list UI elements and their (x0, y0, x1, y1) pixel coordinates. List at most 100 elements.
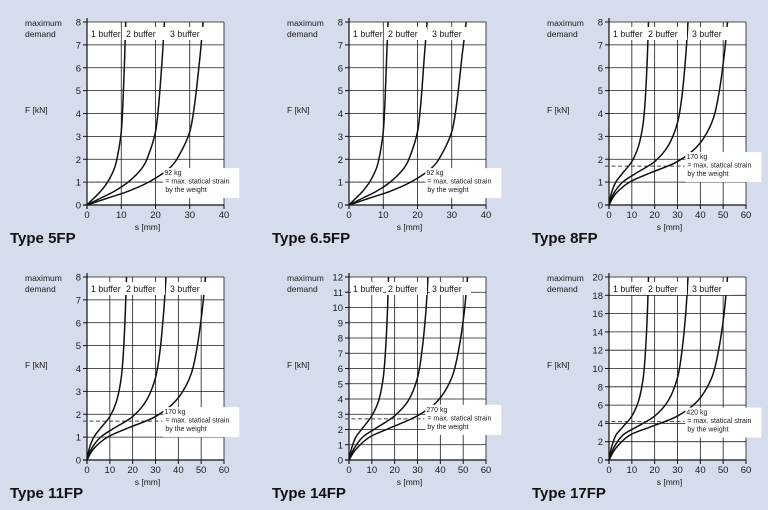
y-tick-label: 20 (592, 273, 603, 284)
x-axis-label: s [mm] (135, 222, 161, 232)
series-label-bg (611, 282, 643, 295)
x-tick-label: 30 (412, 465, 423, 476)
y-tick-label: 18 (592, 291, 603, 302)
annotation-bg (163, 168, 240, 199)
y-tick-label: 7 (76, 295, 81, 306)
y-tick-label: 5 (76, 86, 81, 97)
x-tick-label: 30 (672, 210, 683, 221)
x-tick-label: 20 (389, 465, 400, 476)
y-tick-label: 8 (598, 382, 603, 393)
series-label-bg (690, 27, 731, 40)
y-tick-label: 7 (76, 40, 81, 51)
x-tick-label: 60 (481, 465, 492, 476)
x-tick-label: 0 (606, 465, 611, 476)
x-tick-label: 0 (84, 465, 89, 476)
buffer-curve (608, 21, 689, 206)
y-tick-label: 1 (76, 433, 81, 444)
chart-title: Type 6.5FP (272, 230, 351, 247)
x-tick-label: 40 (695, 465, 706, 476)
y-tick-label: 3 (76, 132, 81, 143)
y-tick-label: 2 (598, 437, 603, 448)
x-tick-label: 50 (718, 465, 729, 476)
y-tick-label: 6 (338, 63, 343, 74)
y-tick-label: 0 (598, 456, 603, 467)
y-tick-label: 14 (592, 327, 603, 338)
y-tick-label: 12 (592, 346, 603, 357)
strain-annotation: 170 kg (164, 409, 185, 416)
y-tick-label: 7 (338, 349, 343, 360)
annotation-bg (685, 152, 762, 183)
y-tick-label: 6 (598, 63, 603, 74)
x-axis-label: s [mm] (657, 477, 683, 487)
x-tick-label: 30 (446, 210, 457, 221)
y-tick-label: 4 (598, 419, 603, 430)
x-tick-label: 10 (627, 210, 638, 221)
chart-svg: 0 2 4 6 8 10 12 14 16 18 20 0 10 20 30 40 50 60 maximumdem… (547, 273, 762, 487)
buffer-curve (86, 21, 204, 206)
demand-label: demand (25, 284, 56, 294)
x-tick-label: 20 (649, 210, 660, 221)
strain-annotation: by the weight (427, 187, 468, 194)
demand-label: demand (547, 284, 578, 294)
y-axis-label: F [kN] (25, 360, 48, 370)
chart-panel: 0 1 2 3 4 5 6 7 8 0 10 20 30 40 50 60 maximum demand F [kN… (522, 0, 768, 255)
chart-panel: 0 2 4 6 8 10 12 14 16 18 20 0 10 20 30 40 50 60 maximum dem… (522, 255, 768, 510)
chart-panel: 0 1 2 3 4 5 6 7 8 0 10 20 30 40 maximum demand F [kN] s [… (0, 0, 256, 255)
y-tick-label: 8 (76, 18, 81, 29)
y-tick-label: 6 (598, 401, 603, 412)
chart-panel: 0 1 2 3 4 5 6 7 8 9 10 11 12 0 10 20 30 40 50 60 maximum dema… (262, 255, 518, 510)
x-tick-label: 30 (672, 465, 683, 476)
y-tick-label: 5 (598, 86, 603, 97)
strain-annotation: = max. statical strain (165, 418, 229, 425)
x-axis-label: s [mm] (657, 222, 683, 232)
y-tick-label: 7 (598, 40, 603, 51)
series-label: 3 buffer (432, 284, 462, 294)
x-tick-label: 20 (649, 465, 660, 476)
demand-label: maximum (25, 273, 62, 283)
buffer-curve (348, 21, 428, 206)
series-label: 1 buffer (613, 284, 643, 294)
y-tick-label: 5 (338, 86, 343, 97)
demand-label: maximum (25, 18, 62, 28)
y-axis-label: F [kN] (547, 105, 570, 115)
y-tick-label: 4 (76, 109, 81, 120)
buffer-curve (348, 276, 390, 461)
chart-title: Type 17FP (532, 485, 606, 502)
y-tick-label: 0 (76, 456, 81, 467)
x-tick-label: 40 (219, 210, 230, 221)
x-tick-label: 40 (173, 465, 184, 476)
x-tick-label: 0 (346, 210, 351, 221)
series-label-bg (124, 27, 165, 40)
strain-annotation: = max. statical strain (687, 163, 751, 170)
y-tick-label: 4 (338, 109, 343, 120)
x-tick-label: 50 (196, 465, 207, 476)
series-label-bg (386, 27, 427, 40)
x-tick-label: 10 (105, 465, 116, 476)
series-label: 2 buffer (388, 284, 418, 294)
y-tick-label: 8 (76, 273, 81, 284)
y-tick-label: 2 (76, 155, 81, 166)
series-label-bg (386, 282, 427, 295)
demand-label: demand (25, 29, 56, 39)
x-tick-label: 50 (718, 210, 729, 221)
series-label-bg (351, 27, 383, 40)
chart-title: Type 5FP (10, 230, 76, 247)
demand-label: maximum (547, 18, 584, 28)
strain-annotation: = max. statical strain (427, 179, 491, 186)
strain-annotation: by the weight (687, 427, 728, 434)
strain-annotation: 420 kg (686, 410, 707, 417)
series-label-bg (430, 282, 471, 295)
series-label: 1 buffer (91, 284, 121, 294)
y-tick-label: 0 (76, 201, 81, 212)
series-label: 3 buffer (432, 29, 462, 39)
y-tick-label: 1 (338, 178, 343, 189)
buffer-curve (608, 276, 650, 461)
series-label-bg (89, 282, 121, 295)
y-axis-label: F [kN] (287, 105, 310, 115)
y-tick-label: 2 (338, 155, 343, 166)
x-tick-label: 40 (481, 210, 492, 221)
